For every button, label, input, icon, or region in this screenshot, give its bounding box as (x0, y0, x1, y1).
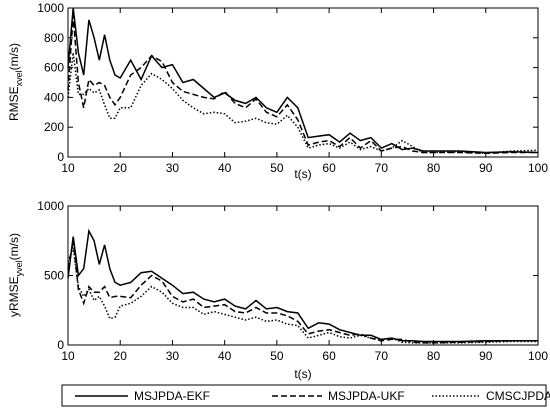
x-tick-label: 70 (375, 161, 389, 175)
x-tick-label: 70 (375, 349, 389, 363)
y-tick-label: 600 (44, 61, 64, 75)
x-tick-label: 90 (479, 161, 493, 175)
x-tick-label: 100 (528, 349, 548, 363)
y-tick-label: 1000 (37, 1, 64, 15)
y-tick-label: 500 (44, 269, 64, 283)
legend-label: MSJPDA-UKF (328, 389, 405, 403)
x-tick-label: 20 (114, 161, 128, 175)
axes-box (67, 205, 539, 346)
legend-box (61, 384, 547, 407)
y-tick-label: 400 (44, 90, 64, 104)
x-tick-label: 60 (322, 161, 336, 175)
x-tick-label: 50 (270, 349, 284, 363)
x-tick-label: 30 (166, 349, 180, 363)
series-line (67, 52, 539, 155)
y-axis-label-sub: xvel (14, 70, 24, 86)
legend-label: MSJPDA-EKF (134, 389, 210, 403)
axes-box (67, 7, 539, 158)
y-axis-label-sub: yvel (14, 260, 24, 276)
series-line (67, 240, 538, 344)
y-tick-label: 200 (44, 120, 64, 134)
y-axis-label-unit: (m/s) (7, 233, 21, 260)
series-line (67, 15, 538, 155)
x-tick-label: 40 (218, 161, 232, 175)
x-tick-label: 60 (322, 349, 336, 363)
y-axis-label-unit: (m/s) (7, 43, 21, 70)
x-axis-label: t(s) (294, 167, 311, 181)
y-tick-label: 1000 (37, 199, 64, 213)
y-tick-label: 0 (57, 338, 64, 352)
y-axis-label: RMSExvel(m/s) (7, 43, 24, 121)
legend-label: CMSCJPDA (486, 389, 550, 403)
x-tick-label: 50 (270, 161, 284, 175)
y-tick-label: 800 (44, 31, 64, 45)
y-axis-label-main: yRMSE (7, 276, 21, 317)
x-tick-label: 80 (427, 349, 441, 363)
x-tick-label: 10 (61, 161, 75, 175)
x-tick-label: 90 (479, 349, 493, 363)
x-tick-label: 10 (61, 349, 75, 363)
y-axis-label-main: RMSE (7, 86, 21, 121)
y-tick-label: 0 (57, 150, 64, 164)
series-line (67, 247, 538, 344)
y-axis-label: yRMSEyvel(m/s) (7, 233, 24, 317)
x-tick-label: 30 (166, 161, 180, 175)
x-tick-label: 20 (114, 349, 128, 363)
x-tick-label: 80 (427, 161, 441, 175)
x-tick-label: 40 (218, 349, 232, 363)
x-axis-label: t(s) (294, 367, 311, 381)
x-tick-label: 100 (528, 161, 548, 175)
